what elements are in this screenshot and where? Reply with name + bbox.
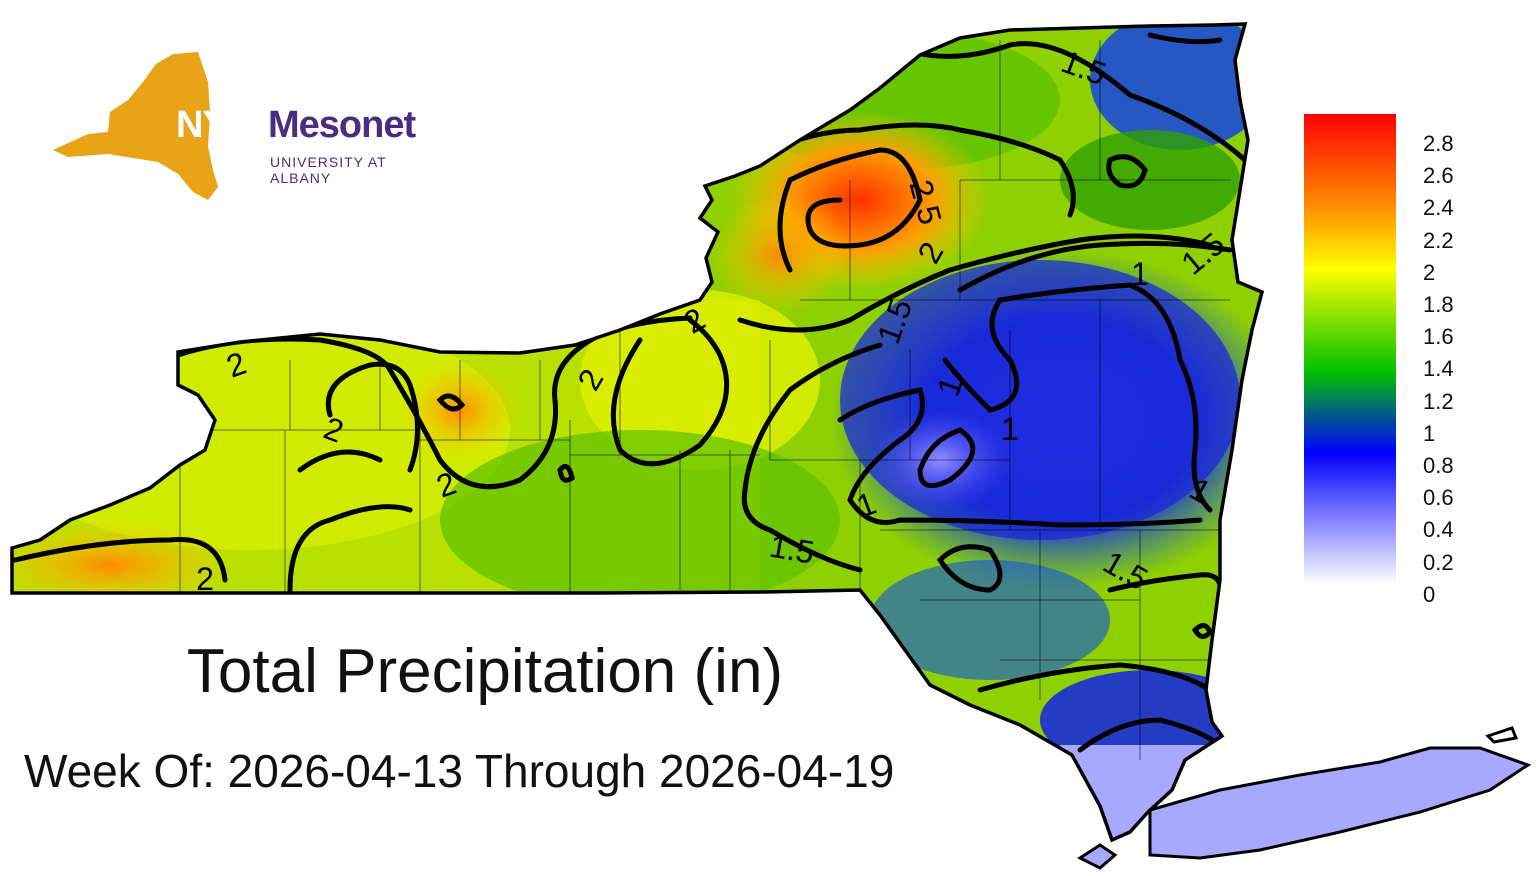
colorbar-tick-label: 0.6 [1423,485,1454,511]
colorbar-tick-label: 2 [1423,259,1436,285]
logo-abbr: NYS [176,104,252,146]
colorbar-tick-label: 1.8 [1423,292,1454,317]
colorbar [1304,114,1396,584]
colorbar-tick-label: 1.4 [1423,356,1454,382]
colorbar-tick-label: 0 [1423,581,1436,607]
logo-name: Mesonet [268,104,416,146]
map-subtitle: Week Of: 2026-04-13 Through 2026-04-19 [24,745,895,797]
contour-label: 2 [196,561,214,597]
colorbar-tick-label: 1.2 [1423,388,1454,414]
contour-label: 1 [1131,256,1149,292]
ny-state-shape-icon [53,52,218,200]
contour-label: 1 [1001,411,1019,447]
colorbar-tick-label: 2.6 [1423,163,1454,189]
colorbar-tick-label: 2.2 [1423,227,1454,253]
map-title: Total Precipitation (in) [186,637,784,706]
colorbar-tick-label: 1.6 [1423,324,1454,350]
long-island [1148,746,1532,860]
logo-subtitle: UNIVERSITY AT ALBANY [270,154,387,186]
contour-lines [12,32,1248,753]
colorbar-tick-label: 2.4 [1423,195,1454,221]
nys-mesonet-logo: NYS Mesonet UNIVERSITY AT ALBANY [48,42,416,212]
contour-label: 1.5 [767,528,817,571]
colorbar-tick-label: 0.4 [1423,517,1454,543]
colorbar-tick-label: 2.8 [1423,131,1454,156]
colorbar-tick-label: 0.8 [1423,453,1454,478]
long-island-tip [1485,726,1519,744]
staten-island [1076,843,1118,870]
colorbar-tick-label: 0.2 [1423,549,1454,575]
colorbar-tick-label: 1 [1423,420,1436,446]
